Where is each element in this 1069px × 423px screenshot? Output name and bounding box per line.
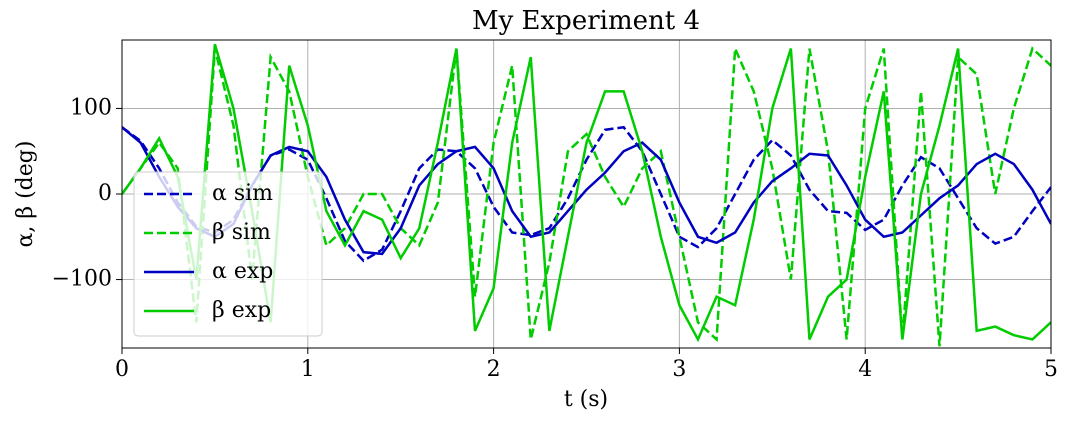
- x-tick-label: 1: [301, 357, 315, 382]
- x-tick-label: 0: [115, 357, 129, 382]
- legend-label: α exp: [212, 259, 273, 284]
- x-tick-label: 5: [1044, 357, 1058, 382]
- y-tick-label: 0: [98, 181, 112, 206]
- y-axis-label: α, β (deg): [13, 141, 38, 248]
- legend: α sim β sim α exp β exp: [133, 171, 323, 337]
- series-line: [122, 126, 1051, 256]
- x-tick-label: 3: [672, 357, 686, 382]
- legend-label: β exp: [212, 298, 271, 323]
- x-tick-label: 4: [858, 357, 872, 382]
- legend-label: α sim: [212, 181, 273, 206]
- y-tick-label: 100: [70, 95, 112, 120]
- x-axis-label: t (s): [564, 387, 608, 412]
- y-tick-label: −100: [52, 267, 112, 292]
- x-tick-label: 2: [487, 357, 501, 382]
- legend-label: β sim: [212, 220, 271, 245]
- legend-box: [133, 171, 323, 337]
- chart-title: My Experiment 4: [472, 6, 700, 36]
